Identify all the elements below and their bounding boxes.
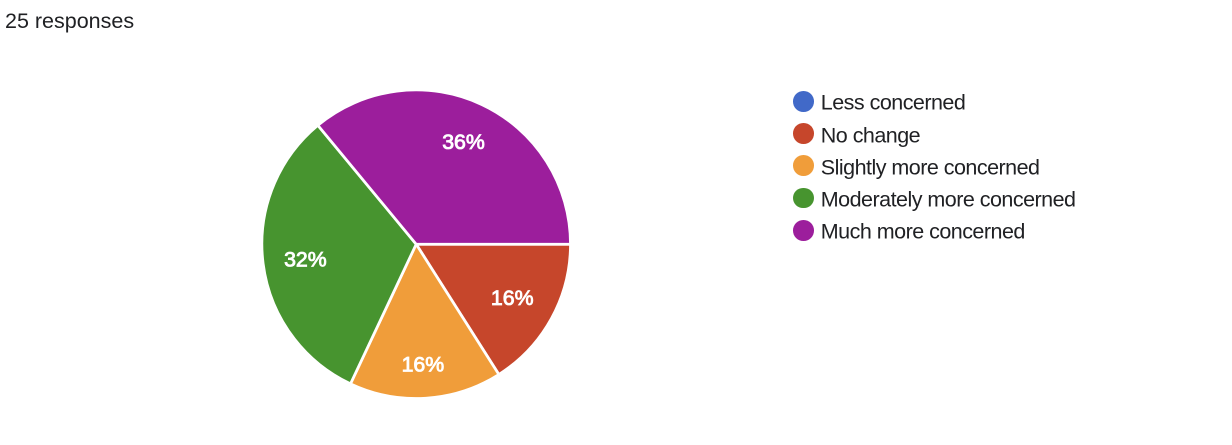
svg-text:32%: 32% [284, 247, 327, 271]
svg-text:16%: 16% [402, 352, 445, 376]
svg-text:36%: 36% [442, 130, 485, 154]
svg-text:16%: 16% [491, 286, 534, 310]
